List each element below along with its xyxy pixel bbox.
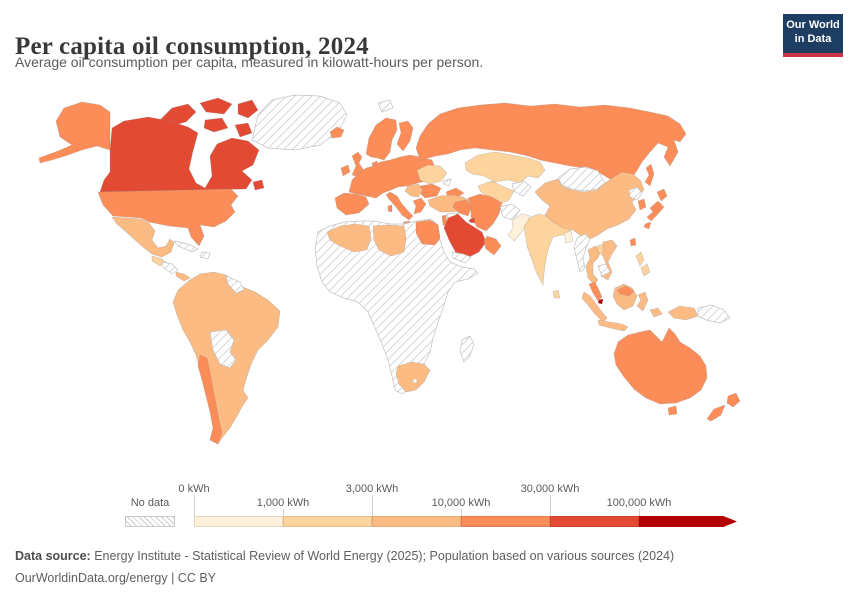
region-canada-arctic[interactable] [234, 122, 253, 138]
region-india[interactable] [523, 213, 572, 287]
region-canada[interactable] [99, 116, 260, 193]
region-mongolia[interactable] [557, 166, 606, 192]
region-iberia[interactable] [334, 192, 370, 216]
region-uae-oman[interactable] [483, 235, 502, 256]
region-iran[interactable] [467, 193, 503, 232]
region-canada-arctic[interactable] [237, 99, 259, 119]
region-afghanistan[interactable] [499, 203, 521, 221]
region-cambodia[interactable] [597, 263, 611, 277]
region-greenland[interactable] [251, 94, 348, 151]
region-chile[interactable] [197, 354, 223, 445]
lesotho-enclave [412, 378, 418, 384]
region-bangladesh[interactable] [563, 230, 574, 244]
region-finland[interactable] [396, 120, 414, 152]
region-guyana-suriname[interactable] [225, 275, 245, 294]
region-sakhalin[interactable] [644, 163, 655, 187]
footer: Data source: Energy Institute - Statisti… [15, 545, 674, 589]
region-kuwait[interactable] [468, 217, 476, 224]
datasource-text: Energy Institute - Statistical Review of… [90, 549, 675, 563]
legend-swatch-3[interactable] [461, 516, 550, 527]
region-kazakhstan[interactable] [464, 151, 546, 184]
region-canada-arctic[interactable] [203, 117, 229, 133]
region-myanmar[interactable] [573, 233, 591, 273]
region-costa-rica-panama[interactable] [175, 271, 191, 282]
region-new-zealand-south[interactable] [706, 404, 726, 422]
region-crimea[interactable] [442, 178, 452, 187]
region-honduras-nicaragua[interactable] [161, 261, 179, 275]
region-south-africa[interactable] [395, 361, 431, 393]
region-bolivia-paraguay[interactable] [209, 329, 237, 369]
datasource-label: Data source: [15, 549, 91, 563]
region-balkans[interactable] [404, 183, 424, 198]
region-taiwan[interactable] [629, 237, 637, 247]
region-russia[interactable] [415, 102, 687, 191]
region-saudi-arabia[interactable] [443, 213, 487, 258]
owid-logo-line2: in Data [794, 33, 832, 45]
region-egypt[interactable] [415, 219, 441, 246]
region-iraq[interactable] [452, 199, 473, 217]
region-algeria[interactable] [326, 223, 372, 253]
region-java[interactable] [597, 319, 629, 332]
legend-swatch-0[interactable] [194, 516, 283, 527]
owid-logo[interactable]: Our World in Data [783, 14, 843, 57]
legend-swatch-5-arrow[interactable] [639, 516, 737, 527]
region-cuba[interactable] [173, 240, 199, 253]
region-iceland[interactable] [329, 126, 345, 139]
region-sri-lanka[interactable] [552, 289, 561, 299]
datasource-line: Data source: Energy Institute - Statisti… [15, 545, 674, 567]
region-malaysia-borneo[interactable] [616, 285, 635, 297]
region-japan-honshu[interactable] [646, 200, 665, 222]
legend-swatch-2[interactable] [372, 516, 461, 527]
region-sardinia[interactable] [387, 204, 393, 213]
region-ireland[interactable] [340, 164, 351, 177]
region-papua-west[interactable] [667, 305, 699, 321]
region-philippines[interactable] [640, 263, 651, 277]
region-tasmania[interactable] [667, 405, 678, 416]
legend-swatch-1[interactable] [283, 516, 372, 527]
region-ukraine[interactable] [416, 164, 448, 185]
legend-swatch-4[interactable] [550, 516, 639, 527]
region-malaysia[interactable] [588, 281, 603, 302]
region-greece[interactable] [412, 197, 427, 215]
region-china[interactable] [534, 171, 645, 240]
region-japan-kyushu[interactable] [643, 221, 652, 230]
region-canada-arctic[interactable] [199, 97, 233, 115]
region-philippines[interactable] [635, 251, 645, 267]
region-yemen[interactable] [451, 251, 472, 264]
region-hispaniola[interactable] [199, 251, 211, 260]
region-kyrgyzstan-tajikistan[interactable] [511, 180, 532, 197]
region-africa[interactable] [314, 218, 479, 395]
region-north-korea[interactable] [628, 186, 643, 201]
region-libya[interactable] [372, 224, 407, 257]
region-scandinavia[interactable] [365, 117, 398, 161]
region-papua-new-guinea[interactable] [697, 304, 731, 324]
region-pakistan[interactable] [507, 213, 531, 242]
region-italy[interactable] [385, 191, 414, 221]
region-japan-hokkaido[interactable] [656, 188, 668, 202]
owid-logo-line1: Our World [786, 19, 840, 31]
region-south-korea[interactable] [637, 198, 647, 211]
region-mexico[interactable] [111, 216, 175, 258]
region-australia[interactable] [613, 327, 708, 405]
region-new-zealand-north[interactable] [726, 392, 741, 408]
region-alaska[interactable] [38, 101, 111, 164]
license-line[interactable]: OurWorldinData.org/energy | CC BY [15, 571, 217, 585]
page-subtitle: Average oil consumption per capita, meas… [15, 54, 484, 70]
region-usa[interactable] [97, 188, 239, 247]
region-newfoundland[interactable] [252, 179, 265, 191]
legend-no-data-swatch[interactable] [125, 516, 175, 527]
region-maluku[interactable] [649, 307, 663, 318]
region-madagascar[interactable] [459, 335, 475, 363]
region-svalbard[interactable] [377, 99, 394, 113]
region-sulawesi[interactable] [636, 291, 649, 312]
region-sumatra[interactable] [581, 291, 608, 323]
page-title: Per capita oil consumption, 2024 [15, 32, 369, 60]
region-singapore[interactable] [597, 298, 604, 305]
region-central-asia[interactable] [477, 180, 515, 205]
